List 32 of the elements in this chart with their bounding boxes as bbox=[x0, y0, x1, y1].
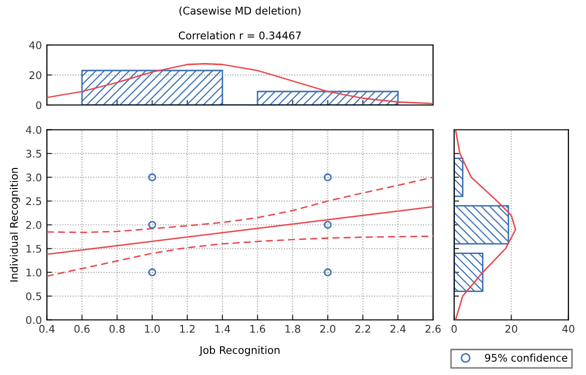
x-tick-label: 2.6 bbox=[426, 324, 441, 333]
y-tick-label: 2.0 bbox=[26, 221, 42, 229]
y-tick-label: 0 bbox=[36, 101, 42, 110]
y-tick-label: 3.5 bbox=[26, 150, 42, 158]
x-tick-label: 1.2 bbox=[180, 324, 195, 333]
x-tick-label: 0.4 bbox=[39, 324, 55, 333]
x-tick-label: 2.0 bbox=[320, 324, 336, 333]
chart-subtitle: Correlation r = 0.34467 bbox=[178, 31, 301, 40]
x-axis-title: Job Recognition bbox=[199, 346, 280, 356]
x-tick-label: 1.8 bbox=[285, 324, 300, 333]
y-axis-title: Individual Recognition bbox=[10, 168, 20, 282]
x-tick-label: 20 bbox=[505, 324, 518, 333]
x-tick-label: 0 bbox=[452, 324, 457, 333]
x-tick-label: 0.6 bbox=[74, 324, 90, 333]
legend-label: 95% confidence bbox=[485, 354, 568, 362]
chart-title: (Casewise MD deletion) bbox=[179, 6, 300, 16]
y-tick-label: 1.5 bbox=[26, 244, 42, 253]
x-tick-label: 0.8 bbox=[109, 324, 125, 333]
y-tick-label: 0.0 bbox=[26, 316, 42, 324]
x-tick-label: 2.4 bbox=[390, 324, 406, 333]
x-tick-label: 1.4 bbox=[215, 325, 230, 333]
y-tick-label: 3.0 bbox=[26, 174, 42, 182]
y-tick-label: 20 bbox=[30, 71, 42, 80]
x-tick-label: 1.0 bbox=[145, 324, 160, 333]
y-tick-label: 4.0 bbox=[26, 126, 42, 134]
x-tick-label: 40 bbox=[562, 324, 574, 333]
y-tick-label: 40 bbox=[29, 41, 42, 50]
x-tick-label: 2.2 bbox=[355, 324, 370, 333]
y-tick-label: 2.5 bbox=[26, 197, 42, 206]
x-tick-label: 1.6 bbox=[250, 324, 266, 333]
y-tick-label: 0.5 bbox=[26, 292, 42, 300]
y-tick-label: 1.0 bbox=[26, 268, 42, 276]
